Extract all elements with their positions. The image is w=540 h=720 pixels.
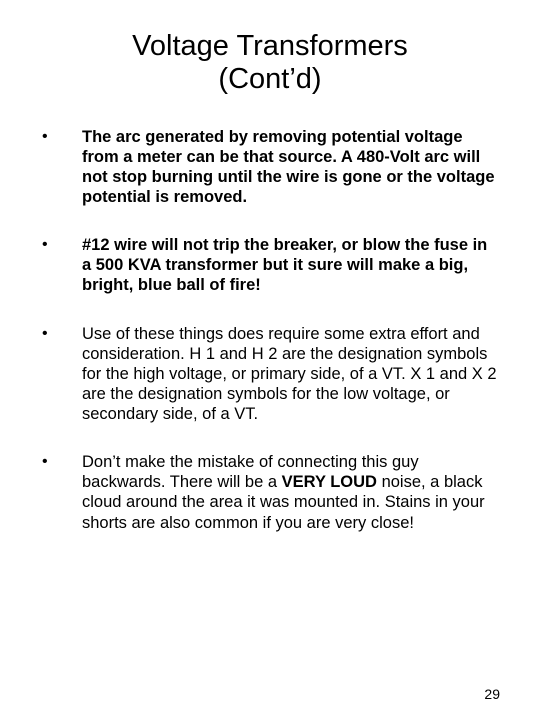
- bullet-dot-icon: •: [42, 324, 48, 344]
- title-line-1: Voltage Transformers: [132, 30, 408, 62]
- bullet-dot-icon: •: [42, 452, 48, 472]
- slide-page: Voltage Transformers (Cont’d) • The arc …: [0, 0, 540, 720]
- bullet-list: • The arc generated by removing potentia…: [40, 127, 500, 533]
- bullet-item: • The arc generated by removing potentia…: [40, 127, 500, 208]
- bullet-text: Use of these things does require some ex…: [82, 325, 497, 424]
- bullet-dot-icon: •: [42, 235, 48, 255]
- bullet-text: #12 wire will not trip the breaker, or b…: [82, 236, 487, 294]
- page-title: Voltage Transformers (Cont’d): [40, 30, 500, 97]
- bullet-item: • Use of these things does require some …: [40, 324, 500, 425]
- bullet-dot-icon: •: [42, 127, 48, 147]
- page-number: 29: [484, 686, 500, 702]
- bullet-text: The arc generated by removing potential …: [82, 128, 495, 206]
- bullet-item: • Don’t make the mistake of connecting t…: [40, 452, 500, 533]
- bullet-text: Don’t make the mistake of connecting thi…: [82, 453, 485, 531]
- title-line-2: (Cont’d): [218, 63, 321, 95]
- bullet-item: • #12 wire will not trip the breaker, or…: [40, 235, 500, 295]
